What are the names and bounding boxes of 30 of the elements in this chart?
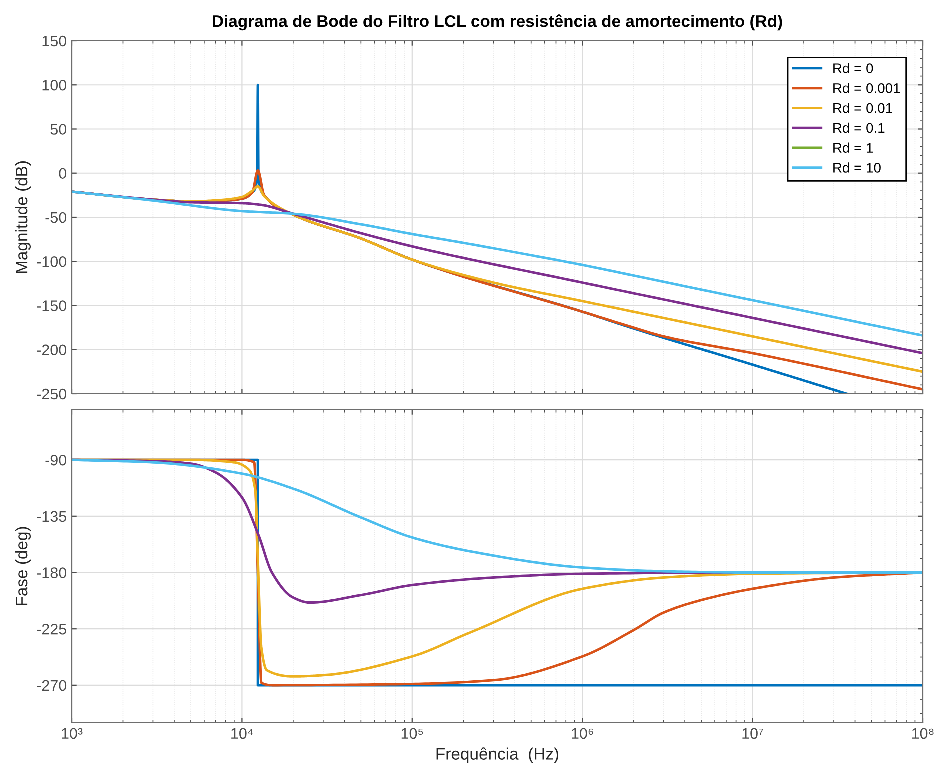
y-axis-title: Fase (deg) xyxy=(15,527,32,606)
y-tick-label: -50 xyxy=(46,212,67,224)
legend-label: Rd = 0 xyxy=(834,63,874,74)
y-tick-label: -180 xyxy=(37,568,67,578)
legend-label: Rd = 10 xyxy=(834,162,881,173)
y-axis-title: Magnitude (dB) xyxy=(15,162,32,274)
x-tick-label: 10⁴ xyxy=(232,728,254,740)
y-tick-label: 100 xyxy=(42,80,67,91)
y-tick-label: 50 xyxy=(50,124,67,135)
y-tick-label: 150 xyxy=(42,36,67,47)
y-tick-label: -250 xyxy=(37,388,67,400)
y-tick-label: -270 xyxy=(37,680,67,692)
legend-label: Rd = 0.1 xyxy=(834,122,885,134)
y-tick-label: -135 xyxy=(37,511,66,522)
x-tick-label: 10⁷ xyxy=(742,728,764,740)
x-tick-label: 10⁶ xyxy=(572,728,594,740)
x-tick-label: 10⁸ xyxy=(912,728,934,740)
x-tick-label: 10⁵ xyxy=(402,728,424,740)
y-tick-label: -90 xyxy=(46,454,67,466)
y-tick-label: -225 xyxy=(37,624,66,635)
x-axis-title: Frequência (Hz) xyxy=(436,748,559,764)
y-tick-label: 0 xyxy=(59,168,67,180)
x-tick-label: 10³ xyxy=(62,728,83,740)
legend-label: Rd = 1 xyxy=(834,142,874,153)
y-tick-label: -100 xyxy=(37,256,67,268)
chart-title: Diagrama de Bode do Filtro LCL com resistência de amortecimento (Rd) xyxy=(213,14,782,31)
legend-label: Rd = 0.01 xyxy=(834,103,892,114)
y-tick-label: -150 xyxy=(37,300,67,312)
y-tick-label: -200 xyxy=(37,344,67,356)
legend-label: Rd = 0.001 xyxy=(834,83,900,94)
